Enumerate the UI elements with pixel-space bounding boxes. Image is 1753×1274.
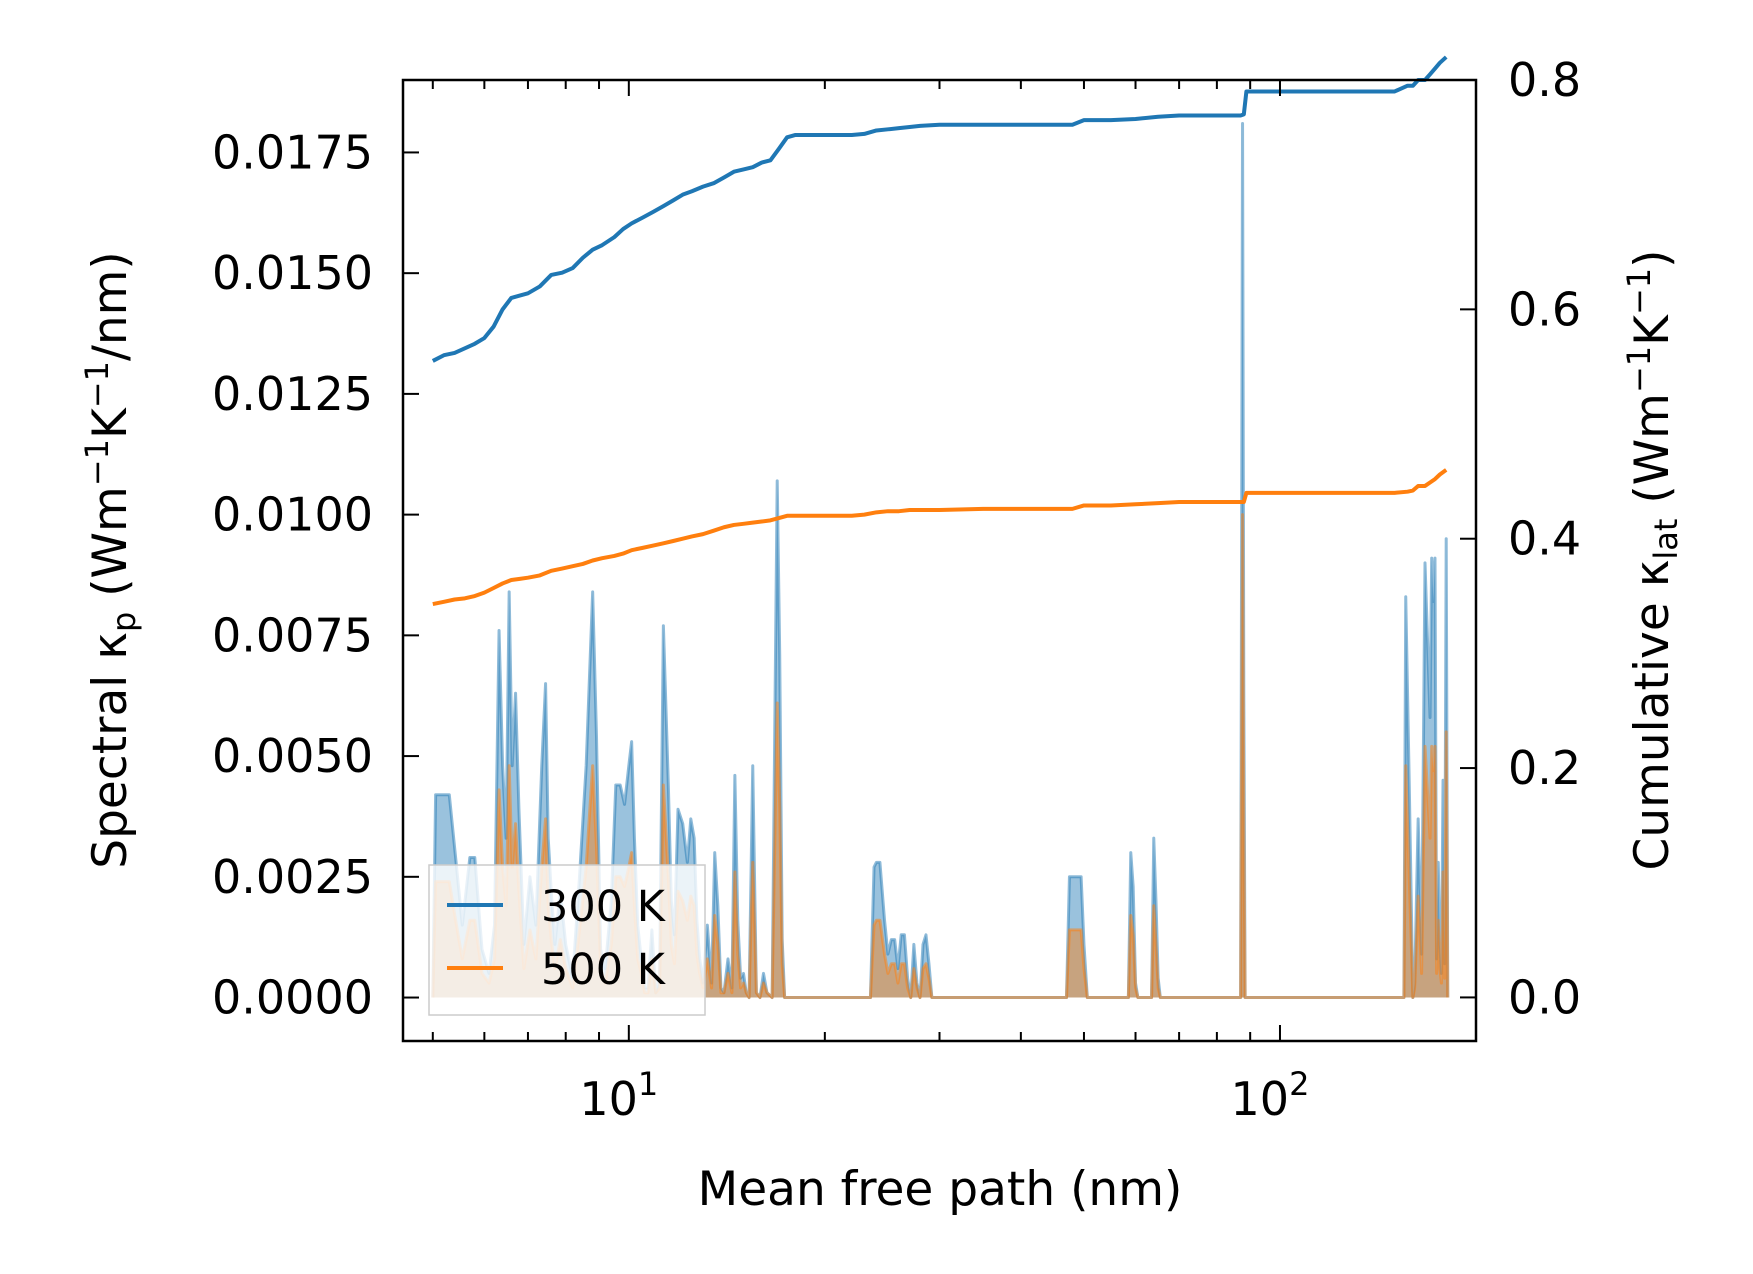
y-tick-label-right: 0.4 — [1508, 512, 1581, 566]
axis-ticks — [403, 79, 1477, 1041]
y-tick-label-left: 0.0175 — [212, 125, 373, 179]
legend-box — [428, 864, 706, 1016]
y-tick-label-left: 0.0100 — [212, 488, 373, 542]
y-tick-label-left: 0.0075 — [212, 608, 373, 662]
y-tick-label-left: 0.0000 — [212, 971, 373, 1025]
x-tick-label: 101 — [579, 1065, 658, 1126]
y-tick-label-left: 0.0050 — [212, 729, 373, 783]
legend: 300 K 500 K — [428, 864, 706, 1016]
cumulative-300k-line — [431, 55, 1448, 363]
x-axis-title: Mean free path (nm) — [698, 1162, 1183, 1217]
cumulative-500k-line — [432, 468, 1448, 607]
legend-label-500k: 500 K — [541, 945, 667, 995]
series-lines — [431, 55, 1448, 607]
y-tick-label-left: 0.0150 — [212, 246, 373, 300]
y-tick-label-right: 0.0 — [1508, 970, 1581, 1024]
y-axis-title-left: Spectral κp (Wm−1K−1/nm) — [78, 251, 143, 868]
y-tick-label-right: 0.6 — [1508, 282, 1581, 336]
y-tick-label-right: 0.2 — [1508, 741, 1581, 795]
tick-labels: 101 102 0.0000 0.0025 0.0050 0.0075 0.0100 0.01… — [212, 53, 1581, 1126]
y-tick-label-right: 0.8 — [1508, 53, 1581, 107]
y-tick-label-left: 0.0125 — [212, 367, 373, 421]
legend-label-300k: 300 K — [541, 882, 667, 932]
y-axis-title-right: Cumulative κlat (Wm−1K−1) — [1620, 249, 1685, 870]
y-tick-label-left: 0.0025 — [212, 850, 373, 904]
x-tick-label: 102 — [1231, 1065, 1310, 1126]
